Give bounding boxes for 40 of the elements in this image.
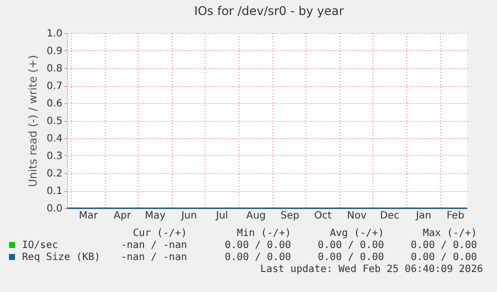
y-tick-label: 0.0 [46, 204, 62, 214]
text: 0.00 / 0.00 [224, 240, 291, 251]
x-tick-label: Mar [78, 210, 99, 222]
text: -nan / -nan [120, 240, 187, 251]
text: Avg (-/+) [330, 228, 384, 239]
x-tick-label: Sep [280, 210, 300, 222]
y-tick-label: 0.4 [46, 134, 62, 144]
text: Max (-/+) [422, 228, 477, 239]
y-tick-label: 0.7 [46, 81, 62, 92]
y-tick-label: 0.5 [46, 116, 62, 127]
y-tick-label: 1.0 [46, 28, 62, 40]
x-tick-label: Jan [414, 210, 432, 222]
legend-label: IO/sec [22, 240, 58, 251]
text: 0.00 / 0.00 [318, 252, 384, 263]
x-tick-label: Oct [314, 210, 332, 222]
text: 0.00 / 0.00 [318, 240, 384, 251]
y-tick-label: 0.8 [46, 64, 62, 74]
y-tick-label: 0.6 [46, 98, 62, 110]
x-tick-label: Nov [347, 210, 367, 222]
text: -nan / -nan [120, 252, 187, 263]
legend-label: Req Size (KB) [22, 252, 100, 263]
x-tick-label: Apr [114, 210, 132, 222]
chart-title: IOs for /dev/sr0 - by year [194, 4, 344, 18]
y-tick-label: 0.2 [46, 168, 62, 180]
x-tick-label: Aug [246, 210, 266, 222]
x-tick-label: Dec [380, 210, 400, 222]
x-tick-label: Jun [180, 210, 197, 222]
text: 0.00 / 0.00 [224, 252, 291, 263]
text: Cur (-/+) [132, 228, 187, 239]
y-tick-label: 0.9 [46, 46, 62, 57]
x-tick-label: Feb [446, 210, 464, 222]
y-axis-title: Units read (-) / write (+) [26, 54, 40, 188]
x-tick-label: May [144, 210, 166, 222]
text: Min (-/+) [236, 228, 291, 239]
text: 0.00 / 0.00 [410, 252, 477, 263]
y-tick-label: 0.3 [46, 151, 62, 162]
text: 0.00 / 0.00 [410, 240, 477, 251]
x-tick-label: Jul [214, 210, 228, 222]
text: Last update: Wed Feb 25 06:40:09 2026 [260, 264, 483, 275]
y-tick-label: 0.1 [46, 186, 62, 197]
